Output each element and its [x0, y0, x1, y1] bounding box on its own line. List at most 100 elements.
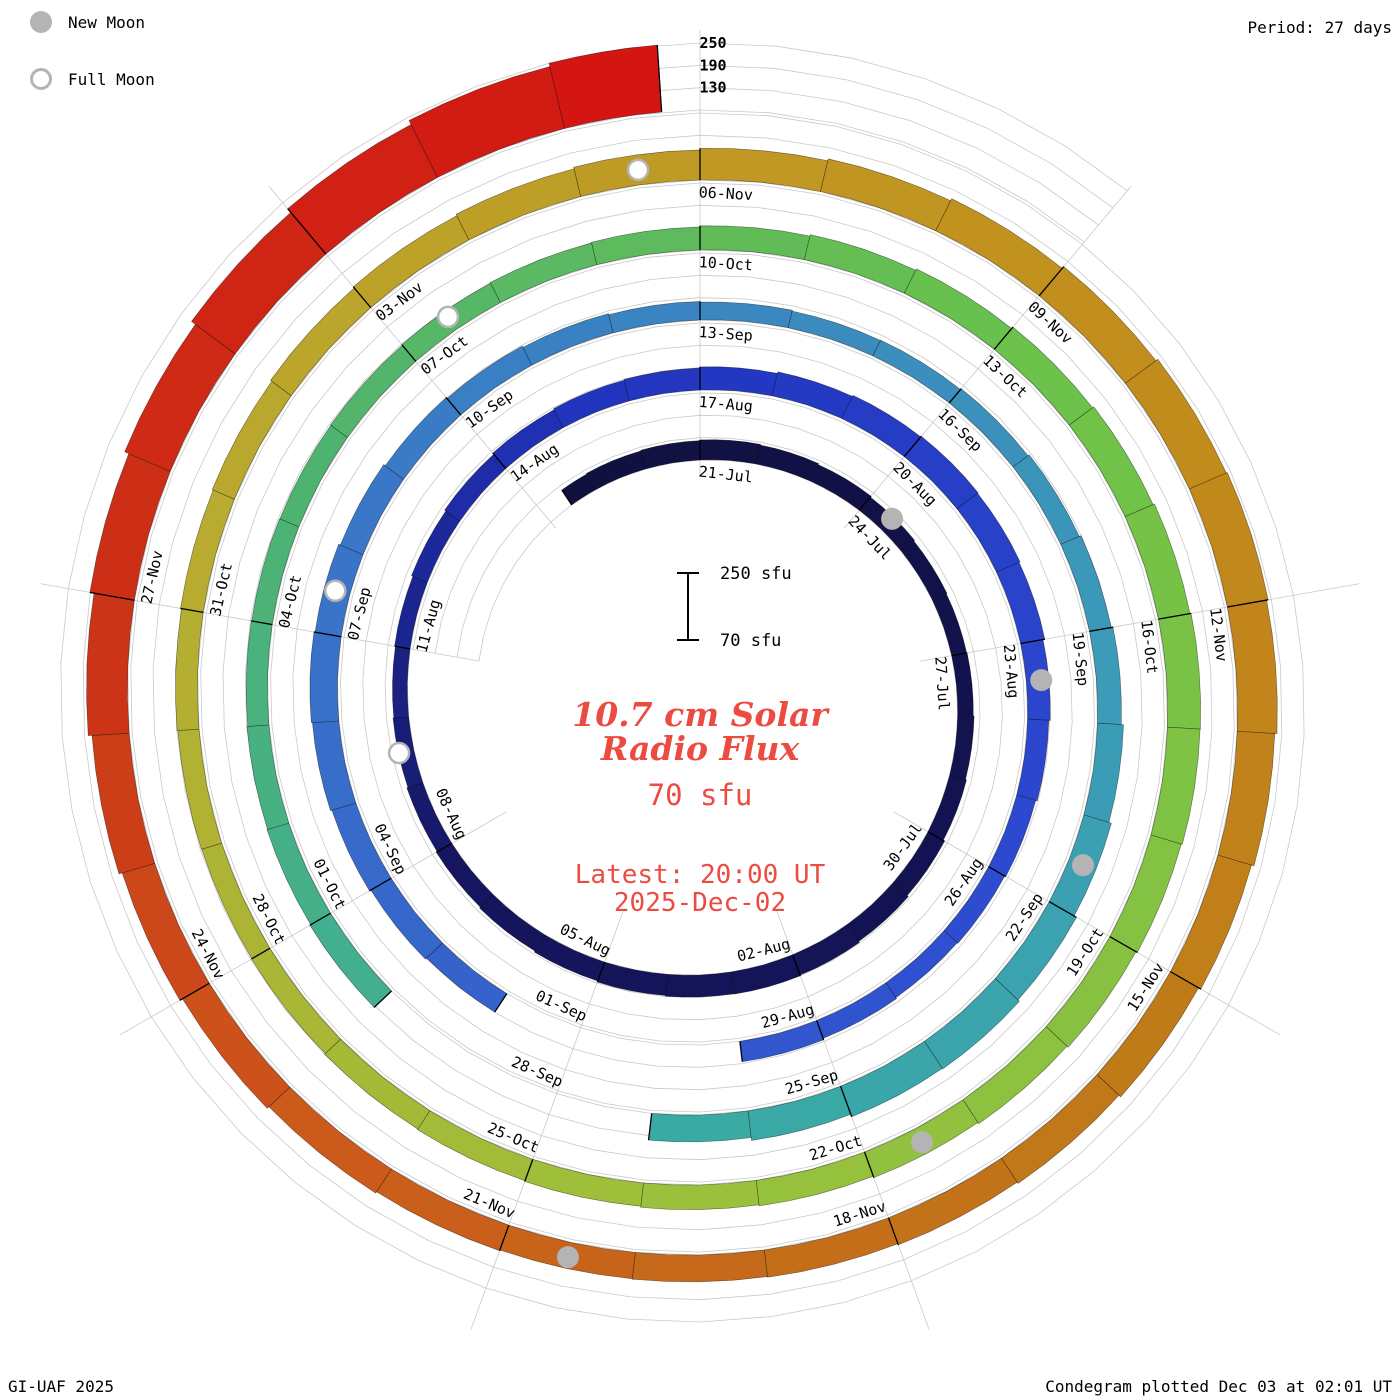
credit-right: Condegram plotted Dec 03 at 02:01 UT: [1045, 1377, 1392, 1396]
current-flux-value: 70 sfu: [647, 778, 753, 812]
flux-day-segment: [182, 982, 291, 1109]
flux-day-segment: [631, 1249, 768, 1283]
flux-day-segment: [251, 947, 342, 1055]
flux-day-segment: [763, 1217, 899, 1278]
segment-boundary-tick: [739, 1041, 743, 1062]
flux-day-segment: [175, 608, 204, 731]
grid-spoke: [776, 910, 930, 1330]
segment-boundary-tick: [863, 1151, 875, 1178]
segment-boundary-tick: [988, 866, 1007, 878]
latest-date-label: 2025-Dec-02: [613, 888, 787, 918]
flux-day-segment: [597, 961, 669, 996]
flux-day-segment: [623, 367, 701, 402]
flux-day-segment: [949, 714, 975, 780]
full-moon-marker: [324, 579, 347, 603]
segment-boundary-tick: [647, 1113, 653, 1141]
flux-day-segment: [268, 1086, 392, 1194]
flux-day-segment: [665, 971, 735, 998]
flux-day-segment: [885, 930, 958, 999]
segment-boundary-tick: [1048, 901, 1077, 918]
flux-day-segment: [524, 1159, 644, 1207]
flux-day-segment: [847, 882, 909, 942]
flux-day-segment: [522, 313, 614, 366]
grid-spoke: [843, 186, 1131, 529]
segment-boundary-tick: [887, 1217, 899, 1246]
date-label: 21-Jul: [698, 462, 754, 486]
flux-day-segment: [841, 394, 922, 458]
segment-boundary-tick: [993, 326, 1014, 350]
segment-boundary-tick: [951, 652, 968, 657]
segment-boundary-tick: [352, 286, 372, 309]
flux-day-segment: [1000, 1074, 1120, 1184]
segment-boundary-tick: [1089, 626, 1114, 632]
new-moon-icon: [30, 11, 52, 33]
flux-day-segment: [86, 592, 135, 736]
segment-boundary-tick: [313, 631, 342, 638]
flux-day-segment: [996, 562, 1046, 644]
segment-boundary-tick: [1038, 266, 1065, 297]
flux-day-segment: [370, 877, 443, 960]
flux-day-segment: [1060, 535, 1112, 632]
full-moon-icon: [30, 68, 52, 90]
chart-title: 10.7 cm Solar Radio Flux: [572, 698, 828, 766]
flux-day-segment: [903, 268, 1013, 350]
full-moon-marker: [387, 741, 411, 765]
flux-day-segment: [444, 453, 507, 522]
flux-day-segment: [699, 439, 761, 465]
flux-day-segment: [872, 339, 961, 404]
flux-day-segment: [340, 464, 404, 555]
segment-boundary-tick: [251, 947, 271, 960]
flux-day-segment: [648, 1110, 752, 1143]
segment-boundary-tick: [445, 397, 462, 416]
segment-boundary-tick: [287, 208, 327, 255]
flux-day-segment: [931, 593, 968, 656]
flux-day-segment: [266, 822, 331, 926]
date-label: 27-Jul: [931, 656, 953, 711]
full-moon-marker: [626, 158, 650, 182]
grid-spoke: [893, 811, 1281, 1036]
flux-day-segment: [755, 444, 820, 482]
flux-day-segment: [446, 345, 533, 416]
date-label: 01-Sep: [533, 987, 590, 1026]
flux-day-segment: [608, 301, 701, 334]
segment-boundary-tick: [373, 990, 392, 1008]
flux-day-segment: [211, 380, 292, 500]
flux-day-segment: [699, 301, 793, 329]
new-moon-marker: [881, 507, 904, 530]
flux-day-segment: [640, 1180, 760, 1210]
date-label: 13-Sep: [698, 323, 753, 345]
grid-spoke: [920, 583, 1360, 662]
legend-row-new-moon: New Moon: [30, 10, 155, 34]
segment-boundary-tick: [1020, 638, 1045, 645]
moon-legend: New Moon Full Moon: [30, 10, 155, 124]
segment-boundary-tick: [369, 877, 392, 892]
segment-boundary-tick: [903, 435, 922, 457]
segment-boundary-tick: [1109, 936, 1138, 954]
new-moon-label: New Moon: [68, 12, 146, 32]
flux-day-segment: [309, 631, 342, 723]
flux-day-segment: [1012, 454, 1080, 545]
flux-day-segment: [416, 1110, 534, 1182]
scale-bar-top-label: 250 sfu: [720, 564, 792, 584]
chart-title-line1: 10.7 cm Solar: [572, 695, 828, 734]
segment-boundary-tick: [251, 620, 273, 626]
date-label: 23-Aug: [1000, 644, 1023, 700]
segment-boundary-tick: [179, 982, 210, 1001]
full-moon-label: Full Moon: [68, 69, 155, 89]
segment-boundary-tick: [927, 831, 945, 842]
segment-boundary-tick: [89, 591, 135, 601]
flux-day-segment: [251, 518, 300, 625]
radial-scale-label: 250: [699, 34, 726, 52]
flux-day-segment: [771, 371, 853, 419]
new-moon-marker: [556, 1246, 579, 1269]
segment-boundary-tick: [596, 961, 606, 983]
new-moon-marker: [911, 1131, 934, 1154]
flux-day-segment: [820, 158, 952, 232]
flux-day-segment: [1150, 726, 1201, 845]
segment-boundary-tick: [394, 645, 411, 650]
date-label: 10-Oct: [698, 253, 753, 274]
radial-scale-label: 130: [699, 79, 726, 97]
flux-day-segment: [1227, 599, 1278, 734]
flux-day-segment: [279, 424, 348, 528]
